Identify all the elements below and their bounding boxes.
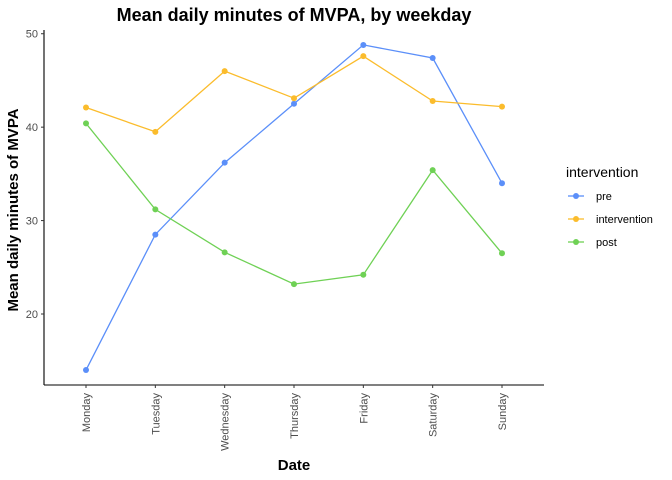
data-point-post [429, 167, 436, 174]
series-line-intervention [85, 55, 503, 133]
data-point-pre [83, 367, 89, 374]
legend-key-point-pre [573, 193, 579, 199]
legend-label-pre: pre [596, 191, 612, 203]
data-point-intervention [221, 68, 228, 75]
y-axis-title: Mean daily minutes of MVPA [5, 108, 22, 311]
data-point-pre [499, 180, 505, 187]
x-tick-label: Sunday [497, 393, 509, 431]
y-tick-label: 20 [26, 309, 38, 321]
data-point-intervention [291, 95, 297, 102]
y-tick-label: 30 [26, 216, 38, 228]
data-point-post [499, 250, 505, 257]
data-point-pre [291, 100, 297, 107]
legend-label-intervention: intervention [596, 214, 653, 226]
legend-key-point-post [573, 239, 579, 245]
series-line-post [85, 122, 503, 285]
legend: intervention pre intervention post [566, 164, 653, 249]
data-point-pre [152, 231, 159, 238]
data-point-pre [221, 159, 228, 166]
data-point-post [221, 249, 228, 256]
chart-title: Mean daily minutes of MVPA, by weekday [117, 5, 472, 25]
y-tick-label: 40 [26, 122, 38, 134]
data-point-post [152, 206, 159, 213]
x-axis-title: Date [278, 457, 311, 474]
x-tick-label: Tuesday [150, 393, 162, 435]
x-tick-label: Friday [358, 393, 370, 424]
x-tick-label: Monday [81, 393, 93, 433]
data-point-intervention [429, 98, 436, 104]
y-tick-label: 50 [26, 29, 38, 41]
axes: 20 30 40 50 Monday Tuesday Wednesday Thursday Fr… [26, 29, 544, 451]
x-tick-label: Saturday [428, 393, 440, 438]
data-point-pre [429, 55, 436, 62]
data-point-post [291, 281, 297, 288]
data-point-intervention [499, 103, 505, 110]
legend-label-post: post [596, 237, 617, 249]
legend-key-point-intervention [573, 216, 579, 222]
data-point-post [83, 120, 89, 127]
legend-title: intervention [566, 164, 638, 180]
data-point-intervention [83, 104, 89, 111]
data-point-pre [360, 41, 367, 48]
data-point-intervention [360, 53, 367, 60]
data-point-intervention [152, 128, 159, 135]
plot-area [83, 41, 505, 374]
x-tick-label: Thursday [289, 393, 301, 439]
data-point-post [360, 271, 367, 278]
series-line-pre [85, 44, 503, 371]
x-tick-label: Wednesday [220, 393, 232, 451]
